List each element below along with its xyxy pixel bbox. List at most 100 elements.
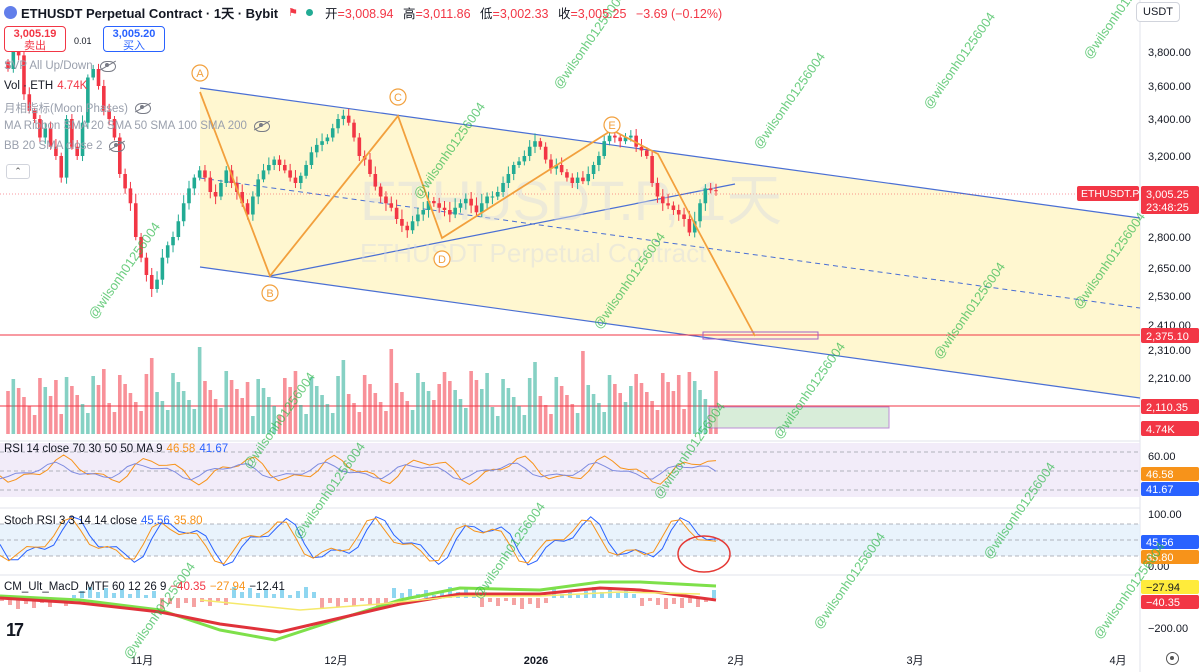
candle-body — [464, 198, 468, 204]
macd-histogram-bar — [176, 598, 180, 608]
macd-histogram-bar — [304, 587, 308, 598]
high-value: =3,011.86 — [415, 6, 471, 21]
volume-bar — [591, 394, 596, 434]
volume-bar — [6, 391, 10, 434]
highlight-circle — [677, 535, 731, 573]
macd-histogram-bar — [712, 590, 716, 598]
symbol-title[interactable]: ETHUSDT Perpetual Contract · 1天 · Bybit — [21, 5, 279, 21]
currency-selector[interactable]: USDT — [1136, 2, 1180, 22]
volume-bar — [181, 391, 186, 434]
macd-histogram-bar — [152, 591, 156, 598]
macd-histogram-bar — [640, 598, 644, 606]
low-label: 低 — [480, 6, 493, 21]
candle-body — [533, 141, 537, 147]
volume-bar — [352, 403, 356, 434]
bb-label: BB 20 SMA close 2 — [4, 140, 103, 152]
volume-bar — [671, 391, 676, 434]
volume-bar — [325, 404, 330, 434]
eye-off-icon[interactable] — [134, 102, 151, 114]
candle-body — [224, 170, 229, 183]
indicator-stoch-rsi[interactable]: Stoch RSI 3 3 14 14 close 45.56 35.80 — [4, 515, 203, 527]
candle-body — [708, 188, 713, 191]
macd-histogram-bar — [688, 598, 692, 603]
volume-bar — [123, 384, 127, 434]
rsi-value-tag-bg — [1141, 467, 1199, 481]
macd-histogram-bar — [504, 598, 508, 601]
vol-value: 4.74K — [57, 80, 88, 92]
macd-label: CM_Ult_MacD_MTF 60 12 26 9 — [4, 581, 167, 593]
collapse-chevron-icon[interactable]: ⌃ — [6, 164, 30, 179]
volume-bar — [634, 374, 638, 434]
indicator-bb[interactable]: BB 20 SMA close 2 — [4, 140, 126, 152]
channel-lower-line — [199, 266, 1141, 399]
stoch-label: Stoch RSI 3 3 14 14 close — [4, 515, 137, 527]
macd-slow-line — [199, 591, 701, 611]
sell-button[interactable]: 3,005.19 卖出 — [4, 26, 66, 52]
candle-body — [128, 188, 133, 204]
time-tick-label: 4月 — [1109, 655, 1126, 667]
candle-body — [490, 196, 495, 198]
candle-body — [607, 135, 612, 142]
candle-body — [181, 203, 186, 222]
volume-bar — [586, 385, 591, 434]
indicator-ribbon[interactable]: MA Ribbon SMA 20 SMA 50 SMA 100 SMA 200 — [4, 120, 270, 132]
macd-histogram-bar — [448, 587, 452, 598]
volume-bar — [644, 392, 649, 434]
volume-bar — [485, 373, 489, 434]
low-value: =3,002.33 — [492, 6, 549, 21]
candle-body — [267, 165, 271, 171]
candle-body — [70, 119, 74, 147]
alert-icon[interactable]: ⚑ — [288, 6, 299, 19]
indicator-svp[interactable]: SVP All Up/Down — [4, 60, 116, 72]
volume-bar — [437, 384, 441, 434]
rsi-value-tag: 46.58 — [1146, 469, 1174, 481]
indicator-macd[interactable]: CM_Ult_MacD_MTF 60 12 26 9 −40.35 −27.94… — [4, 581, 285, 593]
settings-gear-icon[interactable] — [1166, 652, 1179, 665]
volume-bar — [149, 358, 154, 434]
macd-histogram-bar — [288, 595, 292, 598]
candle-body — [86, 77, 90, 123]
volume-tag-bg — [1141, 421, 1199, 436]
indicator-rsi[interactable]: RSI 14 close 70 30 50 50 MA 9 46.58 41.6… — [4, 443, 228, 455]
macd-histogram-bar — [280, 590, 284, 598]
candle-body — [394, 207, 399, 219]
volume-bar — [639, 383, 644, 434]
candle-body — [11, 48, 16, 69]
macd-histogram-bar — [80, 591, 84, 598]
macd-histogram-bar — [584, 591, 588, 598]
volume-bar — [96, 385, 101, 434]
eye-off-icon[interactable] — [99, 60, 116, 72]
candle-body — [549, 159, 553, 169]
price-tick-label: 2,310.00 — [1148, 345, 1191, 357]
candle-body — [346, 115, 351, 123]
macd-signal-line — [0, 586, 717, 634]
time-tick-label: 11月 — [131, 655, 153, 667]
zigzag-label: A — [196, 68, 204, 80]
volume-bar — [309, 377, 314, 434]
volume-bar — [650, 401, 654, 434]
candle-body — [559, 165, 564, 173]
macd-histogram-bar — [312, 592, 316, 598]
macd-histogram-bar — [32, 598, 36, 608]
channel-upper-line — [199, 87, 1141, 219]
eye-off-icon[interactable] — [109, 140, 126, 152]
eye-off-icon[interactable] — [253, 120, 270, 132]
target-price-tag-text: 2,375.10 — [1146, 331, 1189, 343]
candle-body — [304, 165, 308, 176]
macd-histogram-bar — [296, 591, 300, 598]
macd-histogram-bar — [96, 592, 100, 598]
candle-body — [495, 192, 500, 197]
macd-histogram-bar — [536, 598, 540, 608]
macd-histogram-bar — [320, 598, 324, 608]
candle-body — [320, 141, 324, 145]
volume-bar — [341, 360, 346, 434]
volume-bar — [171, 373, 175, 434]
ribbon-label: MA Ribbon SMA 20 SMA 50 SMA 100 SMA 200 — [4, 120, 247, 132]
macd-histogram-bar — [136, 590, 140, 598]
indicator-moon[interactable]: 月相指标(Moon Phases) — [4, 100, 151, 116]
volume-bar — [16, 388, 21, 434]
indicator-volume[interactable]: Vol · ETH 4.74K — [4, 80, 87, 92]
buy-button[interactable]: 3,005.20 买入 — [103, 26, 165, 52]
candle-body — [639, 146, 644, 151]
volume-bar — [208, 390, 213, 434]
